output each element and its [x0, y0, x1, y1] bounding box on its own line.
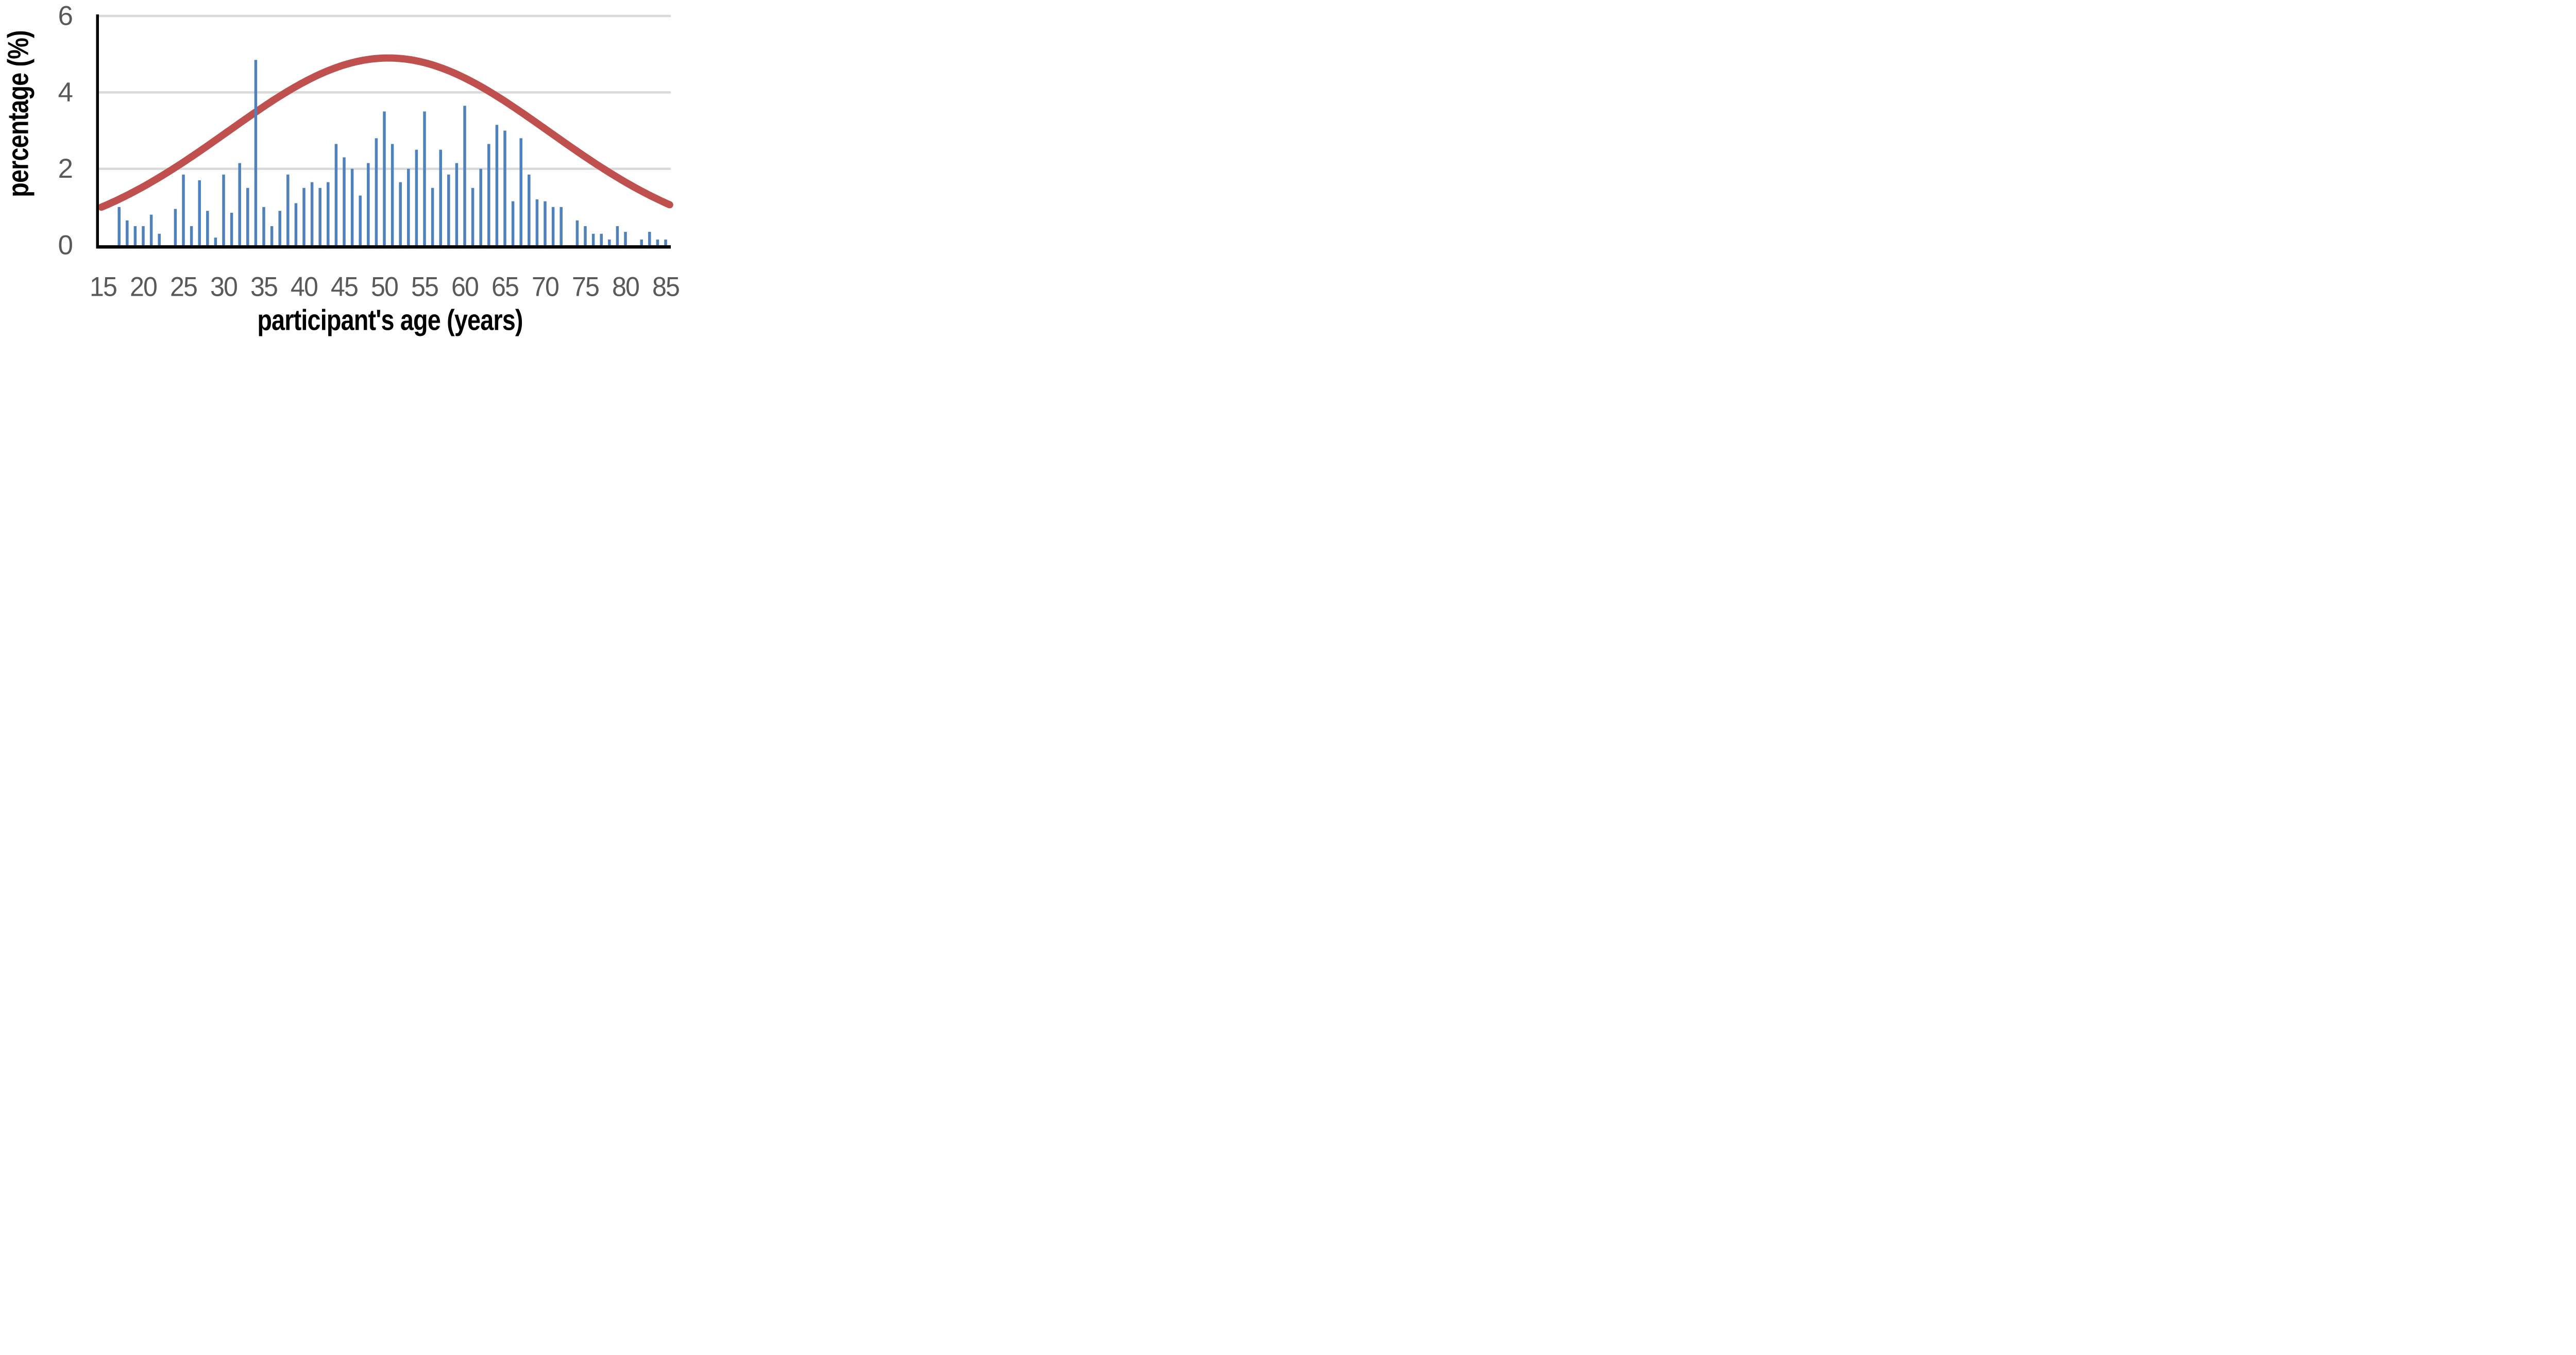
bar — [407, 168, 410, 245]
y-tick-label: 4 — [58, 77, 73, 108]
x-tick-label: 20 — [130, 272, 157, 302]
x-tick-label: 50 — [371, 272, 398, 302]
x-tick-label: 35 — [250, 272, 277, 302]
bar — [310, 182, 314, 245]
bar — [528, 174, 531, 245]
bar — [664, 239, 667, 245]
bar — [600, 233, 603, 245]
bar — [640, 239, 643, 245]
bar — [503, 130, 506, 245]
y-axis-line — [96, 14, 99, 249]
bar — [302, 188, 306, 245]
bar — [616, 226, 619, 245]
x-tick-label: 30 — [210, 272, 237, 302]
x-tick-label: 15 — [90, 272, 116, 302]
bar — [367, 163, 370, 245]
bar — [375, 138, 378, 245]
bar — [447, 174, 450, 245]
x-tick-label: 45 — [331, 272, 358, 302]
bar — [334, 144, 338, 245]
bar — [117, 207, 121, 245]
bar — [551, 207, 555, 245]
bar — [624, 232, 627, 245]
bar — [471, 188, 474, 245]
bar — [286, 174, 290, 245]
bar — [222, 174, 225, 245]
bar — [343, 157, 346, 245]
x-tick-label: 65 — [492, 272, 518, 302]
bar — [270, 226, 274, 245]
bar — [511, 201, 515, 245]
bar — [350, 168, 354, 245]
bar — [487, 144, 490, 245]
x-tick-label: 55 — [411, 272, 438, 302]
normal-curve — [97, 54, 673, 211]
bar — [133, 226, 137, 245]
bar — [230, 212, 233, 245]
bar — [383, 111, 386, 245]
bar — [439, 149, 442, 245]
bar — [608, 239, 611, 245]
chart-figure: 0 2 4 6 15 20 25 30 35 40 45 50 55 60 65 70 75 80 85 perce… — [0, 0, 680, 339]
bar — [262, 207, 265, 245]
x-axis-title-text: participant's age (years) — [257, 303, 523, 337]
bar — [142, 226, 145, 245]
bar — [198, 180, 201, 245]
bar — [238, 163, 241, 245]
bar — [575, 220, 579, 245]
bar — [158, 233, 161, 245]
bar — [391, 144, 394, 245]
bar — [463, 106, 466, 246]
x-tick-label: 75 — [572, 272, 599, 302]
bar — [359, 195, 362, 245]
bar — [214, 238, 217, 245]
bar — [399, 182, 402, 245]
bar — [535, 199, 539, 245]
x-tick-label: 25 — [170, 272, 197, 302]
bar — [206, 211, 209, 245]
bar — [656, 239, 659, 245]
bar — [455, 163, 459, 245]
bar — [149, 214, 153, 245]
bar — [278, 211, 281, 245]
bar — [246, 188, 249, 245]
x-axis-title: participant's age (years) — [228, 306, 552, 335]
bar — [415, 149, 418, 245]
bar — [544, 201, 547, 245]
x-tick-label: 70 — [532, 272, 558, 302]
gridline — [99, 14, 671, 18]
y-axis-title-text: percentage (%) — [2, 30, 35, 197]
bar — [560, 207, 563, 245]
x-tick-label: 40 — [291, 272, 317, 302]
bar — [495, 125, 499, 245]
bar — [519, 138, 522, 245]
bar — [182, 174, 185, 245]
y-tick-label: 0 — [58, 230, 73, 261]
bar — [318, 188, 321, 245]
x-axis-line — [96, 245, 671, 249]
x-tick-label: 85 — [652, 272, 679, 302]
bar — [431, 188, 434, 245]
bar — [126, 220, 129, 245]
plot-area: 0 2 4 6 15 20 25 30 35 40 45 50 55 60 65 70 75 80 85 — [58, 1, 680, 302]
bar — [294, 203, 298, 245]
gridline — [99, 91, 671, 94]
bar — [190, 226, 193, 245]
y-tick-label: 2 — [58, 154, 72, 184]
y-tick-label: 6 — [58, 1, 73, 31]
bar — [174, 209, 177, 245]
bar — [479, 168, 482, 245]
bar — [591, 233, 595, 245]
bar — [423, 111, 426, 245]
y-axis-title: percentage (%) — [2, 12, 35, 216]
bar — [327, 182, 330, 245]
bar — [584, 226, 587, 245]
x-tick-label: 80 — [612, 272, 639, 302]
x-tick-label: 60 — [451, 272, 478, 302]
bar — [254, 60, 258, 245]
bar — [648, 232, 651, 245]
